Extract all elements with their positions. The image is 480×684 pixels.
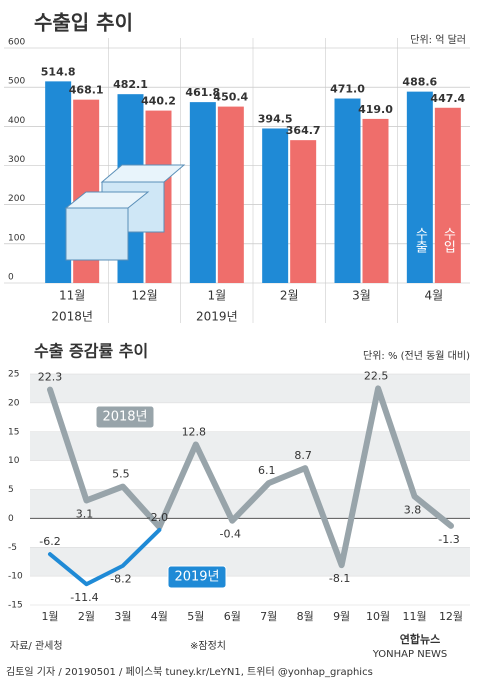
x-tick-label: 4월 — [151, 610, 168, 623]
y-tick-label: 400 — [8, 116, 25, 126]
x-tick-label: 1월 — [41, 610, 58, 623]
legend-box — [95, 405, 155, 429]
bar — [434, 107, 461, 283]
value-label: 3.8 — [404, 503, 422, 516]
y-tick-label: -10 — [8, 572, 23, 582]
unit: 단위: 억 달러 — [410, 33, 466, 46]
value-label: 22.5 — [364, 369, 389, 382]
bar — [189, 102, 216, 284]
x-tick-label: 11월 — [402, 610, 426, 623]
value-label: -1.3 — [438, 533, 459, 546]
legend-label: 수입 — [440, 227, 455, 253]
line — [48, 527, 162, 587]
crate — [65, 207, 129, 261]
legend-label: 2019년 — [174, 570, 219, 585]
y-tick-label: 500 — [8, 77, 25, 87]
x-tick-label: 3월 — [114, 610, 131, 623]
y-tick-label: 10 — [8, 456, 20, 466]
value-label: 12.8 — [182, 425, 207, 438]
y-tick-label: 600 — [8, 38, 25, 48]
legend-label: 수출 — [412, 227, 427, 253]
bar — [406, 91, 433, 283]
crate-top — [100, 164, 186, 183]
value-label: 488.6 — [402, 76, 437, 89]
source: 자료/ 관세청 — [10, 640, 63, 652]
value-label: 447.4 — [430, 92, 465, 105]
credit: 김토일 기자 / 20190501 / 페이스북 tuney.kr/LeYN1,… — [6, 665, 373, 678]
x-tick-label: 11월 — [59, 289, 85, 303]
value-label: 22.3 — [38, 371, 63, 384]
bar — [262, 128, 289, 283]
value-label: 450.4 — [213, 91, 248, 104]
y-tick-label: 100 — [8, 233, 25, 243]
y-tick-label: 5 — [8, 485, 14, 495]
x-tick-label: 9월 — [333, 610, 350, 623]
x-tick-label: 12월 — [131, 289, 157, 303]
bar — [217, 106, 244, 284]
value-label: -8.2 — [110, 573, 131, 586]
chart-title: 수출입 추이 — [34, 11, 133, 35]
logo: 연합뉴스 — [400, 632, 440, 646]
x-tick-label: 1월 — [207, 289, 226, 303]
x-tick-sublabel: 2018년 — [51, 310, 93, 324]
value-label: 394.5 — [258, 112, 293, 125]
note: ※잠정치 — [190, 640, 226, 652]
value-label: 364.7 — [286, 124, 321, 137]
crate-top — [64, 191, 150, 209]
x-tick-label: 4월 — [424, 289, 443, 303]
y-tick-label: 0 — [8, 273, 14, 283]
value-label: -0.4 — [220, 528, 241, 541]
y-tick-label: -5 — [8, 543, 17, 553]
value-label: -11.4 — [70, 591, 98, 604]
x-tick-label: 8월 — [297, 610, 314, 623]
y-tick-label: 200 — [8, 194, 25, 204]
value-label: 471.0 — [330, 83, 365, 96]
x-tick-label: 10월 — [366, 610, 390, 623]
x-tick-label: 6월 — [224, 610, 241, 623]
y-tick-label: 0 — [8, 514, 14, 524]
value-label: 6.1 — [258, 464, 276, 477]
value-label: -8.1 — [329, 572, 350, 585]
value-label: -6.2 — [39, 535, 60, 548]
bar — [362, 118, 389, 284]
value-label: 419.0 — [358, 103, 393, 116]
value-label: 482.1 — [113, 78, 148, 91]
chart-title: 수출 증감률 추이 — [34, 342, 148, 361]
x-tick-label: 7월 — [260, 610, 277, 623]
value-label: 5.5 — [112, 468, 130, 481]
unit: 단위: % (전년 동월 대비) — [363, 349, 470, 362]
logo-en: YONHAP NEWS — [372, 649, 448, 660]
x-tick-label: 5월 — [187, 610, 204, 623]
band — [30, 547, 470, 577]
y-tick-label: -15 — [8, 601, 23, 611]
value-label: 461.8 — [185, 86, 220, 99]
value-label: -2.0 — [147, 511, 168, 524]
x-tick-label: 2월 — [78, 610, 95, 623]
value-label: 3.1 — [76, 507, 94, 520]
crates — [64, 164, 186, 261]
line — [47, 385, 454, 569]
bar — [290, 140, 317, 283]
band — [30, 374, 470, 403]
value-label: 468.1 — [69, 84, 104, 97]
y-tick-label: 15 — [8, 427, 19, 437]
y-tick-label: 25 — [8, 370, 19, 380]
x-tick-label: 2월 — [280, 289, 299, 303]
y-tick-label: 300 — [8, 155, 25, 165]
value-label: 440.2 — [141, 95, 176, 108]
value-label: 8.7 — [294, 449, 312, 462]
value-label: 514.8 — [41, 65, 76, 78]
x-tick-sublabel: 2019년 — [196, 310, 238, 324]
legend-box — [167, 565, 227, 589]
y-tick-label: 20 — [8, 398, 20, 408]
legend-label: 2018년 — [102, 410, 147, 425]
x-tick-label: 12월 — [439, 610, 463, 623]
x-tick-label: 3월 — [352, 289, 371, 303]
bar — [334, 98, 361, 284]
